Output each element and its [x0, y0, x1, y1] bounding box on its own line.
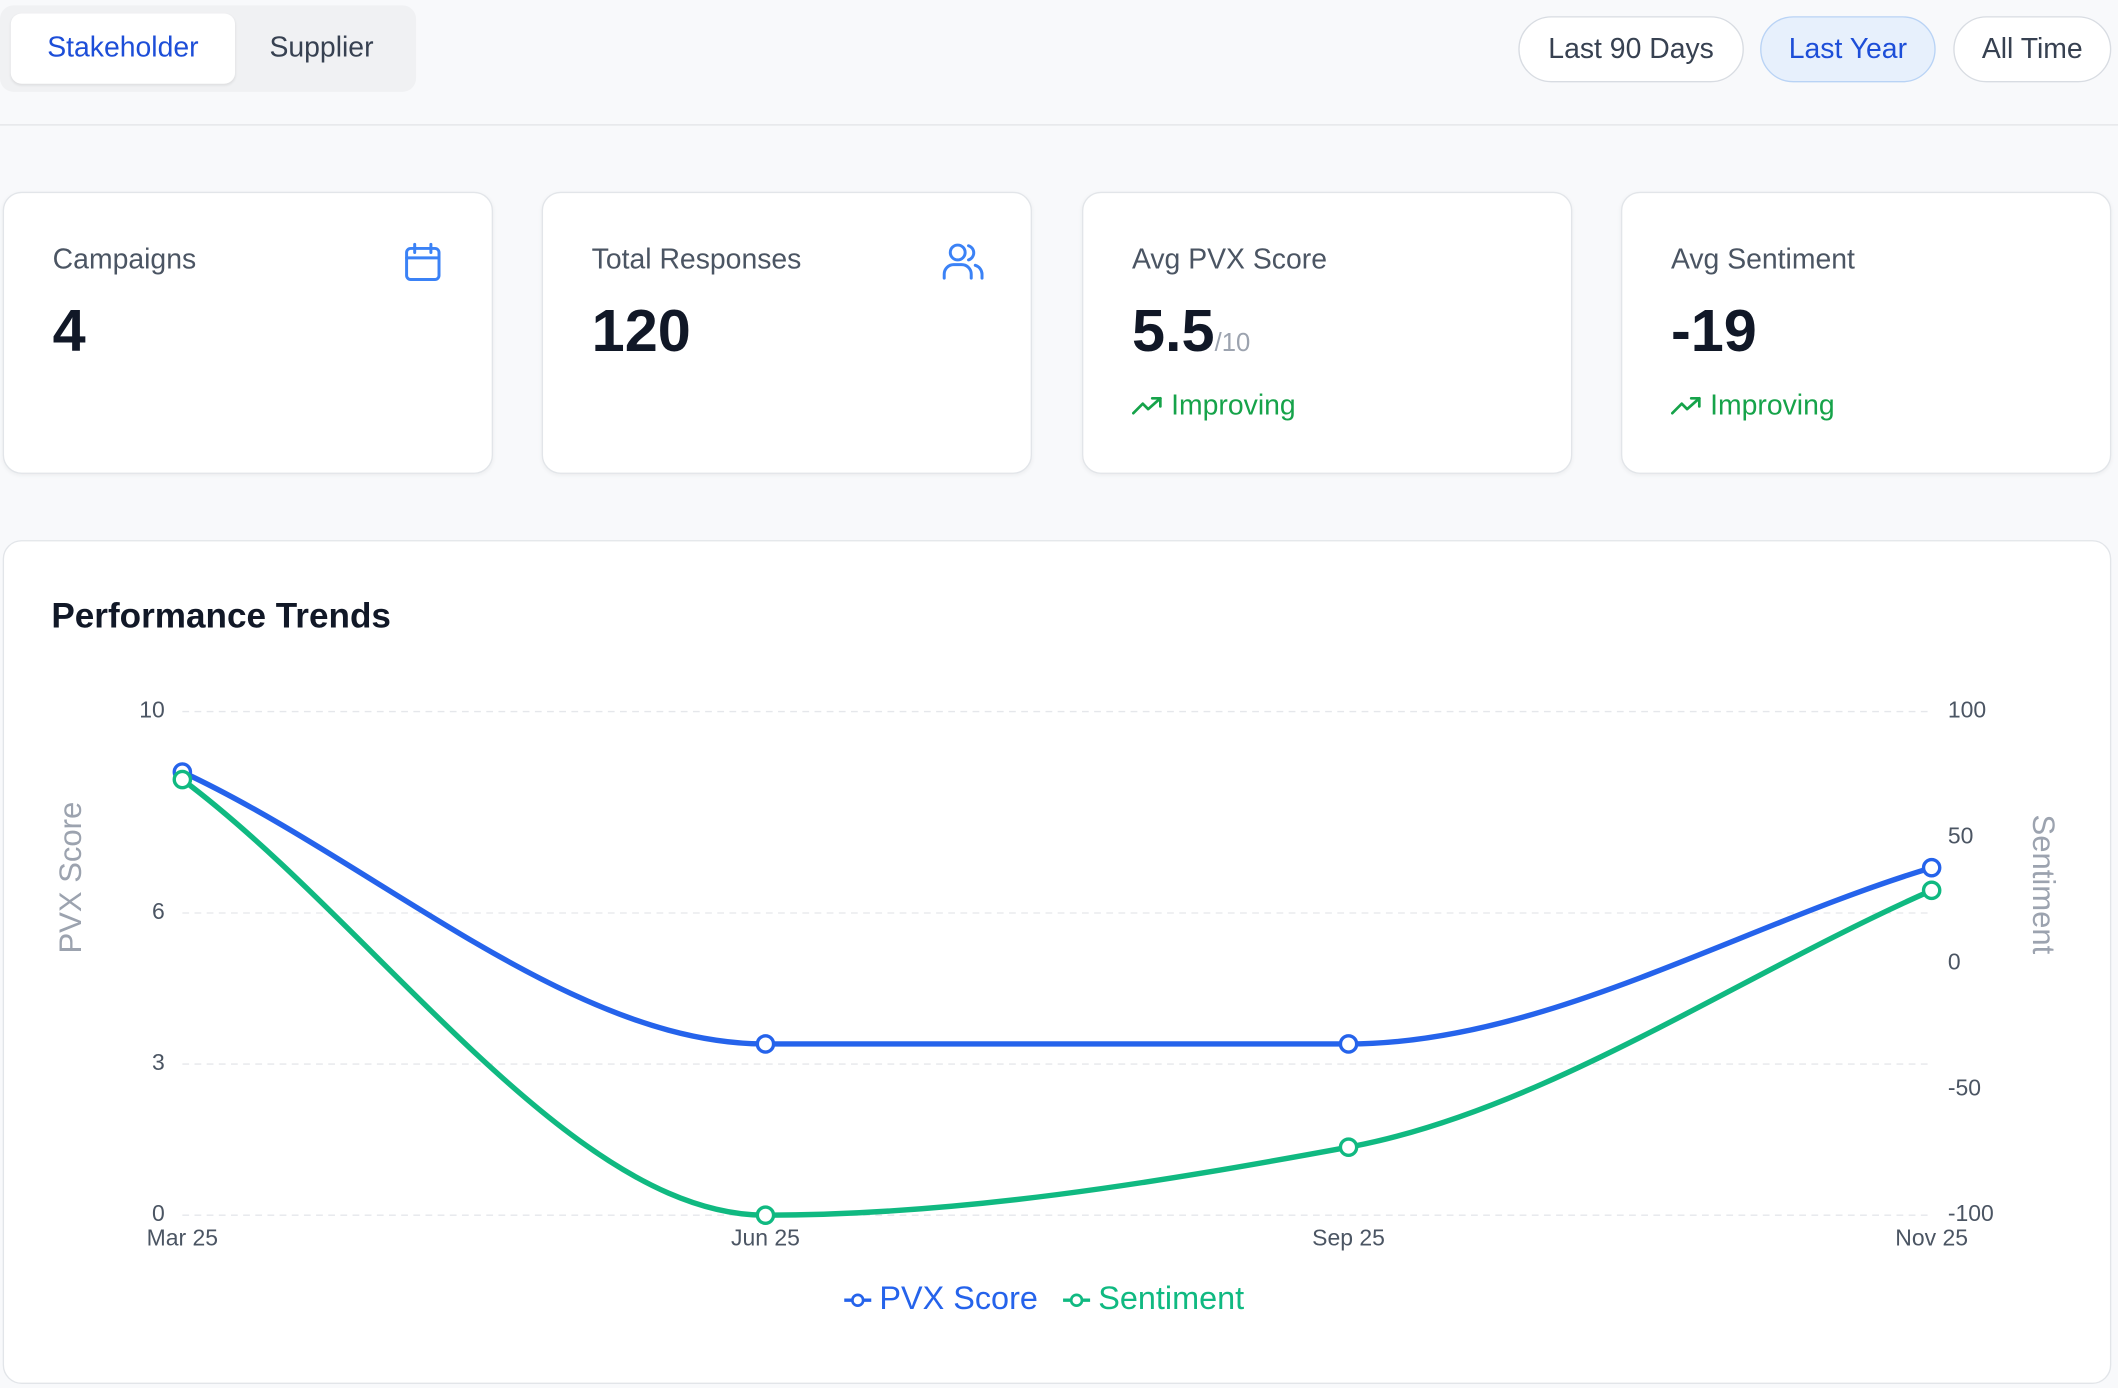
data-point: [172, 769, 193, 790]
stat-card: Avg PVX Score 5.5/10 Improving: [1081, 191, 1573, 474]
trend: Improving: [1131, 390, 1296, 422]
data-point: [1921, 880, 1942, 901]
y2-tick-label: 50: [1948, 823, 1974, 849]
x-tick-label: Jun 25: [731, 1225, 800, 1251]
trend-icon: [1670, 396, 1701, 415]
card-label: Avg PVX Score: [1131, 244, 1327, 276]
value-suffix: /10: [1214, 329, 1251, 358]
y-axis-title: PVX Score: [53, 802, 88, 954]
y-tick-label: 10: [139, 697, 165, 723]
data-point: [755, 1205, 776, 1225]
y2-tick-label: -100: [1948, 1200, 1994, 1226]
y2-axis-title: Sentiment: [2026, 814, 2061, 954]
card-value: 120: [591, 298, 691, 365]
stat-card: Total Responses 120: [541, 191, 1033, 474]
divider: [0, 124, 2118, 126]
x-tick-label: Nov 25: [1895, 1225, 1968, 1251]
chart-title: Performance Trends: [51, 597, 391, 636]
tab[interactable]: Stakeholder: [10, 13, 236, 84]
y-tick-label: 3: [152, 1049, 165, 1075]
filter-button[interactable]: Last Year: [1760, 16, 1936, 83]
card-label: Avg Sentiment: [1670, 244, 1855, 276]
x-tick-label: Mar 25: [147, 1225, 218, 1251]
users-icon: [942, 243, 984, 280]
card-value: -19: [1670, 298, 1757, 365]
legend-label: PVX Score: [879, 1280, 1038, 1316]
trend: Improving: [1670, 390, 1835, 422]
trend-text: Improving: [1710, 390, 1835, 422]
data-point: [1338, 1034, 1359, 1054]
y-tick-label: 6: [152, 898, 165, 924]
legend-label: Sentiment: [1098, 1280, 1244, 1316]
data-point: [755, 1034, 776, 1054]
card-label: Campaigns: [52, 244, 197, 276]
y-tick-label: 0: [152, 1200, 165, 1226]
card-label: Total Responses: [591, 244, 802, 276]
x-tick-label: Sep 25: [1312, 1225, 1385, 1251]
y2-tick-label: 100: [1948, 697, 1986, 723]
legend-swatch: [1069, 1293, 1084, 1307]
filter-button[interactable]: All Time: [1953, 16, 2112, 83]
trend-text: Improving: [1171, 390, 1296, 422]
y2-tick-label: -50: [1948, 1074, 1981, 1100]
y2-tick-label: 0: [1948, 948, 1961, 974]
filter-button[interactable]: Last 90 Days: [1518, 16, 1744, 83]
trend-icon: [1131, 396, 1162, 415]
stat-card: Campaigns 4: [2, 191, 494, 474]
data-point: [1338, 1137, 1359, 1157]
stat-card: Avg Sentiment -19 Improving: [1620, 191, 2112, 474]
tab-group: Stakeholder Supplier: [0, 5, 417, 92]
value-text: 5.5: [1131, 298, 1215, 365]
card-value: 5.5/10: [1132, 298, 1250, 366]
tab[interactable]: Supplier: [269, 32, 374, 64]
chart-card: [2, 540, 2112, 1384]
legend-swatch: [851, 1293, 865, 1307]
card-value: 4: [52, 298, 86, 365]
series-line: [181, 769, 1933, 1047]
calendar-icon: [405, 242, 441, 281]
data-point: [1921, 857, 1942, 878]
series-line: [180, 777, 1933, 1218]
